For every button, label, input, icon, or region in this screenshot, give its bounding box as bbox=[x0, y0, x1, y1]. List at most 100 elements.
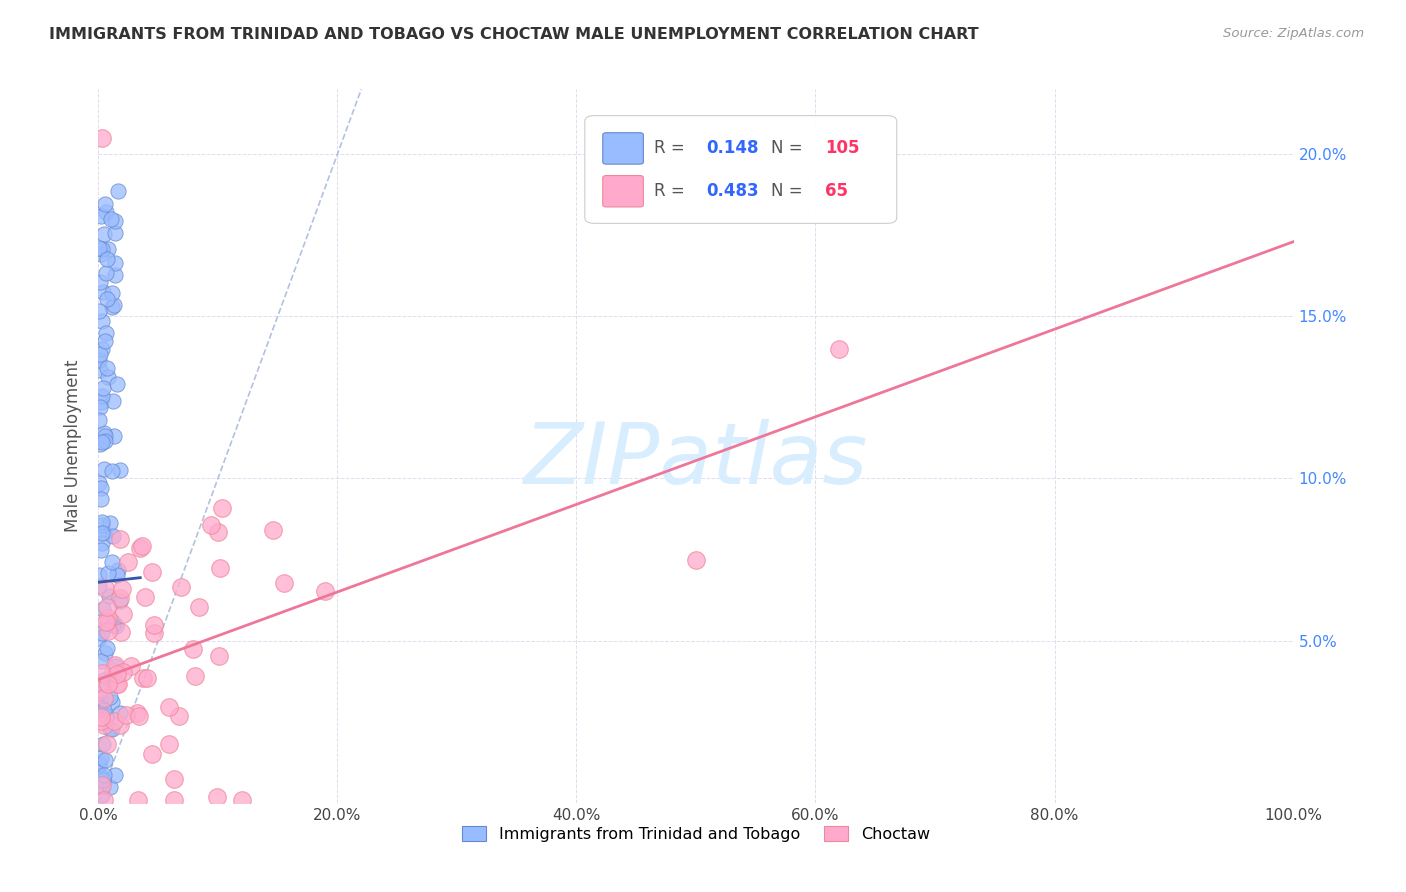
Point bbox=[181, 642, 204, 657]
Point bbox=[89, 686, 111, 700]
Point bbox=[163, 792, 186, 806]
Point bbox=[91, 626, 114, 640]
Point bbox=[90, 778, 112, 792]
Point bbox=[96, 252, 118, 266]
Point bbox=[93, 768, 115, 782]
Point bbox=[134, 590, 156, 604]
Point bbox=[87, 682, 110, 697]
Point bbox=[97, 677, 120, 691]
Point bbox=[94, 753, 117, 767]
Text: N =: N = bbox=[772, 139, 808, 157]
Point bbox=[90, 710, 112, 724]
Point bbox=[105, 677, 128, 691]
Point bbox=[96, 326, 118, 341]
Point bbox=[107, 184, 129, 198]
Legend: Immigrants from Trinidad and Tobago, Choctaw: Immigrants from Trinidad and Tobago, Cho… bbox=[456, 820, 936, 848]
Point bbox=[115, 708, 138, 723]
Point bbox=[141, 565, 163, 579]
Point bbox=[94, 434, 117, 449]
Point bbox=[90, 342, 112, 356]
Text: R =: R = bbox=[654, 139, 690, 157]
Point bbox=[101, 529, 124, 543]
Point bbox=[107, 666, 129, 681]
Point bbox=[104, 226, 127, 240]
Text: ZIPatlas: ZIPatlas bbox=[524, 418, 868, 502]
Point bbox=[98, 780, 121, 794]
Point bbox=[90, 247, 112, 261]
Point bbox=[93, 526, 115, 541]
Point bbox=[110, 624, 132, 639]
Point bbox=[93, 718, 115, 732]
Point bbox=[97, 242, 120, 256]
Point bbox=[91, 285, 114, 299]
Text: N =: N = bbox=[772, 182, 808, 200]
Y-axis label: Male Unemployment: Male Unemployment bbox=[65, 359, 83, 533]
Point bbox=[94, 204, 117, 219]
Point bbox=[91, 601, 114, 615]
Point bbox=[101, 695, 124, 709]
Point bbox=[184, 668, 207, 682]
Point bbox=[91, 772, 114, 786]
Point bbox=[87, 631, 110, 645]
Point bbox=[96, 600, 118, 615]
Point bbox=[157, 737, 180, 751]
Point bbox=[90, 714, 112, 728]
Point bbox=[93, 673, 115, 687]
Point bbox=[90, 481, 112, 495]
Point bbox=[200, 518, 222, 533]
Point bbox=[90, 772, 112, 787]
Point bbox=[104, 658, 127, 673]
Point bbox=[111, 607, 134, 621]
Point bbox=[100, 212, 122, 227]
Point bbox=[89, 413, 111, 427]
Point bbox=[104, 256, 127, 270]
Point bbox=[97, 589, 120, 603]
Point bbox=[93, 425, 115, 440]
Point bbox=[97, 566, 120, 580]
Point bbox=[103, 428, 125, 442]
Point bbox=[96, 641, 118, 656]
Point bbox=[97, 624, 120, 638]
Point bbox=[136, 672, 159, 686]
Point bbox=[91, 779, 114, 793]
Point bbox=[828, 342, 851, 356]
Point bbox=[103, 268, 125, 283]
Point bbox=[157, 700, 180, 714]
Text: 0.148: 0.148 bbox=[707, 139, 759, 157]
Point bbox=[170, 580, 193, 594]
Point bbox=[90, 654, 112, 668]
Point bbox=[108, 591, 131, 605]
Point bbox=[93, 227, 115, 242]
Point bbox=[89, 401, 111, 415]
Point bbox=[107, 563, 129, 577]
Point bbox=[91, 381, 114, 395]
Point bbox=[90, 492, 112, 507]
Point bbox=[90, 665, 112, 680]
Point bbox=[205, 789, 228, 804]
Point bbox=[96, 361, 118, 376]
Point bbox=[273, 576, 295, 591]
Point bbox=[89, 352, 111, 367]
Point bbox=[108, 718, 131, 732]
Point bbox=[107, 677, 129, 691]
Point bbox=[89, 578, 111, 592]
Point bbox=[111, 582, 134, 596]
Point bbox=[132, 672, 155, 686]
FancyBboxPatch shape bbox=[603, 176, 644, 207]
Point bbox=[105, 377, 128, 392]
Point bbox=[108, 532, 131, 546]
Text: Source: ZipAtlas.com: Source: ZipAtlas.com bbox=[1223, 27, 1364, 40]
Point bbox=[91, 677, 114, 691]
Point bbox=[101, 555, 124, 569]
Point bbox=[104, 619, 127, 633]
Point bbox=[89, 568, 111, 582]
Point bbox=[103, 298, 125, 312]
Point bbox=[90, 435, 112, 450]
Point bbox=[101, 722, 124, 736]
Point bbox=[104, 214, 127, 228]
Point bbox=[89, 768, 111, 782]
Point bbox=[93, 428, 115, 442]
Point bbox=[127, 792, 149, 806]
Point bbox=[94, 266, 117, 280]
Point bbox=[105, 568, 128, 582]
